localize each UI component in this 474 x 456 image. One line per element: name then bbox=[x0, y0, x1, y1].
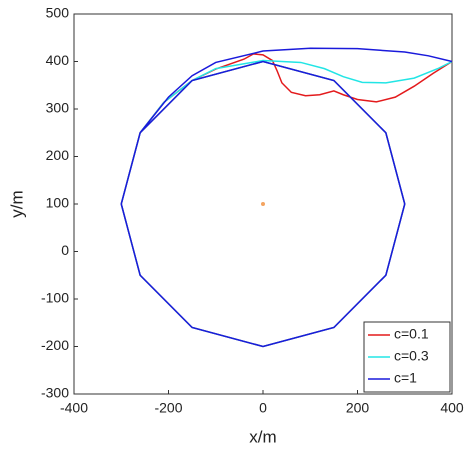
x-tick-label: 400 bbox=[440, 400, 464, 416]
legend-label: c=1 bbox=[394, 370, 417, 386]
x-axis-label: x/m bbox=[249, 427, 276, 446]
x-tick-label: -200 bbox=[154, 400, 182, 416]
y-tick-label: 500 bbox=[46, 5, 70, 21]
legend-label: c=0.3 bbox=[394, 348, 429, 364]
y-tick-label: 400 bbox=[46, 52, 70, 68]
y-tick-label: 200 bbox=[46, 147, 70, 163]
y-tick-label: -200 bbox=[41, 337, 69, 353]
y-axis-label: y/m bbox=[7, 190, 26, 217]
marker bbox=[261, 202, 265, 206]
legend-label: c=0.1 bbox=[394, 326, 429, 342]
y-tick-label: 300 bbox=[46, 100, 70, 116]
y-tick-label: -100 bbox=[41, 290, 69, 306]
series-line bbox=[120, 47, 453, 348]
y-tick-label: 100 bbox=[46, 195, 70, 211]
y-tick-label: -300 bbox=[41, 385, 69, 401]
x-tick-label: -400 bbox=[60, 400, 88, 416]
x-tick-label: 0 bbox=[259, 400, 267, 416]
y-tick-label: 0 bbox=[61, 242, 69, 258]
x-tick-label: 200 bbox=[346, 400, 370, 416]
